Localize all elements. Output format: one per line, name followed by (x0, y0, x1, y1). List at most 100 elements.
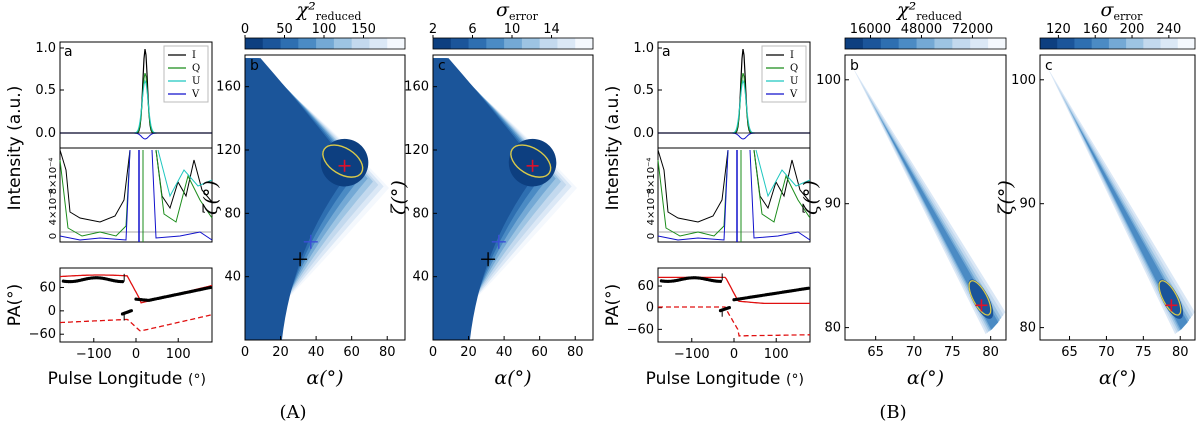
colorbar-label: χ²reduced (895, 0, 962, 23)
ytick-label: 160 (404, 80, 429, 95)
colorbar-tick-label: 16000 (850, 22, 891, 37)
colorbar-tick-label: 50 (276, 22, 293, 37)
ytick-label: 0.5 (35, 83, 56, 98)
pa-ytick-label: 60 (39, 280, 56, 295)
contour-frame (432, 54, 594, 341)
caption-a: (A) (279, 402, 306, 423)
colorbar-segment (934, 38, 953, 49)
xtick-label: 0 (429, 345, 437, 360)
xlabel-alpha: α(°) (306, 367, 343, 389)
xlabel-alpha: α(°) (494, 367, 531, 389)
colorbar-segment (450, 38, 470, 49)
pa-xunit: (°) (188, 372, 206, 388)
xtick-label: 80 (379, 345, 396, 360)
xtick-label: 20 (272, 345, 289, 360)
contour-core (1158, 279, 1184, 319)
legend-label-Q: Q (192, 63, 200, 74)
colorbar-segment (1126, 38, 1144, 49)
zoom-ytick-label: 8×10⁻⁴ (646, 158, 657, 195)
legend-label-Q: Q (790, 63, 798, 74)
colorbar-tick-label: 6 (468, 22, 476, 37)
caption-b: (B) (879, 402, 906, 423)
colorbar-tick-label: 2 (429, 22, 437, 37)
colorbar-segment (575, 38, 594, 49)
colorbar-tick-label: 240 (1156, 22, 1181, 37)
zoom-U-right (755, 149, 811, 198)
colorbar-segment (280, 38, 299, 49)
pa-data-point (727, 305, 731, 310)
pa-xtick-label: −100 (76, 347, 112, 362)
colorbar-segment (521, 38, 541, 49)
xtick-label: 75 (944, 345, 961, 360)
pa-data-point (129, 309, 133, 313)
ytick-label: 120 (216, 143, 241, 158)
colorbar-tick-label: 100 (312, 22, 337, 37)
xtick-label: 75 (1135, 345, 1152, 360)
ytick-label: 120 (404, 143, 429, 158)
colorbar-segment (262, 38, 282, 49)
pa-ytick-label: −60 (627, 322, 654, 337)
ylabel-intensity: Intensity (a.u.) (603, 86, 623, 211)
colorbar-tick-label: 14 (543, 22, 560, 37)
colorbar-segment (333, 38, 353, 49)
panel-label-a: a (64, 44, 73, 60)
pa-ytick-label: 0 (48, 304, 56, 319)
ytick-label: 40 (224, 270, 241, 285)
contour-level-4 (1074, 119, 1188, 330)
contour-body (852, 67, 1006, 335)
zoom-I-left (59, 149, 131, 223)
pa-xtick-label: 100 (764, 347, 789, 362)
colorbar-segment (557, 38, 576, 49)
stokes-V-curve (60, 132, 212, 140)
ytick-label: 80 (412, 206, 429, 221)
xtick-label: 65 (1061, 345, 1078, 360)
xtick-label: 0 (241, 345, 249, 360)
xtick-label: 60 (343, 345, 360, 360)
zoom-Q-left (657, 149, 729, 237)
pa-model-dashed (60, 314, 213, 332)
colorbar-segment (539, 38, 558, 49)
confidence-contour (510, 144, 552, 178)
pa-xtick-label: −100 (674, 347, 710, 362)
colorbar-segment (898, 38, 918, 49)
xlabel-alpha: α(°) (1099, 367, 1136, 389)
ylabel-zeta: ζ(°) (800, 180, 822, 215)
colorbar-frame (1039, 37, 1196, 50)
stokes-V-curve (658, 132, 810, 140)
contour-frame (244, 54, 406, 341)
pa-ylabel: PA(°) (603, 284, 623, 327)
ylabel-intensity: Intensity (a.u.) (5, 86, 25, 211)
ytick-label: 0.0 (35, 126, 56, 141)
zoom-V-left (59, 149, 131, 241)
colorbar-segment (298, 38, 317, 49)
legend-label-I: I (192, 50, 196, 61)
colorbar-tick-label: 200 (1120, 22, 1145, 37)
pa-xtick-label: 0 (730, 347, 738, 362)
colorbar-segment (351, 38, 370, 49)
xtick-label: 70 (906, 345, 923, 360)
contour-body (245, 58, 389, 340)
xtick-label: 70 (1098, 345, 1115, 360)
legend-label-V: V (789, 89, 798, 100)
legend-label-I: I (790, 50, 794, 61)
ytick-label: 1.0 (633, 41, 654, 56)
ytick-label: 0.0 (633, 126, 654, 141)
colorbar-segment (245, 38, 264, 49)
pa-ylabel: PA(°) (5, 284, 25, 327)
colorbar-segment (862, 38, 882, 49)
colorbar-segment (1143, 38, 1162, 49)
pa-model-dashed (658, 306, 810, 337)
zoom-curves (59, 149, 213, 242)
panel-label-a: a (662, 44, 671, 60)
contour-level-7 (245, 58, 352, 340)
colorbar-segment (504, 38, 523, 49)
pa-xtick-label: 0 (132, 347, 140, 362)
colorbar-label: σerror (496, 0, 539, 23)
xtick-label: 80 (982, 345, 999, 360)
colorbar-tick-label: 120 (1046, 22, 1071, 37)
colorbar-segment (486, 38, 505, 49)
colorbar-segment (1091, 38, 1110, 49)
colorbar-segment (1040, 38, 1058, 49)
